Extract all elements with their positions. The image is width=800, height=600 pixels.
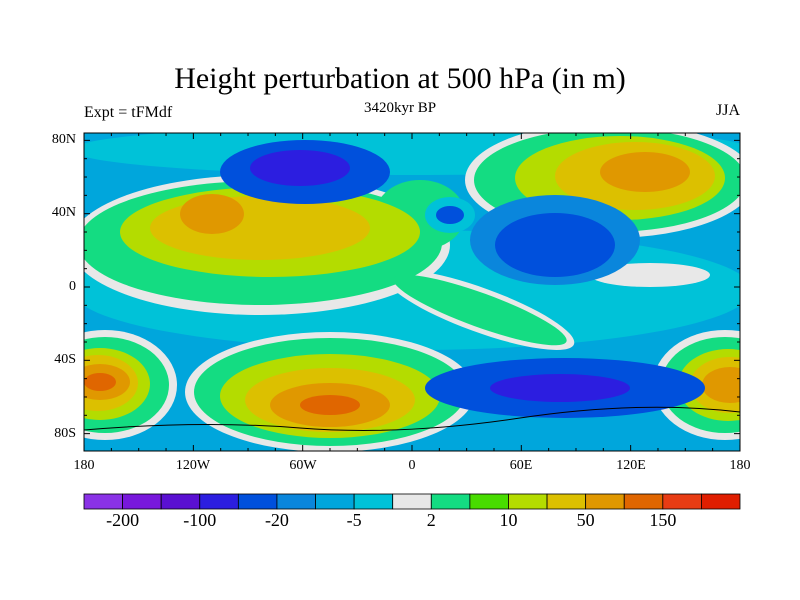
colorbar-box [623, 493, 664, 510]
colorbar-label: 50 [576, 510, 595, 530]
colorbar-box [430, 493, 471, 510]
experiment-label: Expt = tFMdf [84, 104, 173, 121]
lat-tick-80s: 80S [54, 426, 76, 441]
lon-tick-120w: 120W [175, 458, 211, 473]
colorbar-box [508, 493, 548, 510]
colorbar [83, 493, 741, 510]
colorbar-box [701, 493, 741, 510]
colorbar-box [83, 493, 123, 510]
colorbar-box [585, 493, 625, 510]
contour-field [84, 133, 740, 451]
colorbar-box [392, 493, 432, 510]
colorbar-label: -100 [183, 510, 217, 530]
lon-tick-180w: 180 [73, 458, 95, 473]
colorbar-box [160, 493, 201, 510]
colorbar-label: 10 [499, 510, 518, 530]
axis-ticks [83, 133, 741, 451]
time-label: 3420kyr BP [363, 100, 437, 116]
colorbar-box [469, 493, 509, 510]
lat-tick-80n: 80N [51, 132, 76, 147]
colorbar-box [237, 493, 278, 510]
lat-tick-40n: 40N [51, 205, 76, 220]
colorbar-box [199, 493, 239, 510]
colorbar-box [546, 493, 587, 510]
colorbar-box [662, 493, 702, 510]
colorbar-label: 2 [426, 510, 436, 530]
colorbar-label: -5 [346, 510, 362, 530]
lat-tick-40s: 40S [54, 352, 76, 367]
lon-tick-60e: 60E [509, 458, 533, 473]
colorbar-box [276, 493, 316, 510]
lon-tick-120e: 120E [616, 458, 646, 473]
season-label: JJA [715, 102, 740, 119]
colorbar-label: -20 [264, 510, 289, 530]
plot-title: Height perturbation at 500 hPa (in m) [174, 62, 626, 95]
lon-tick-60w: 60W [289, 458, 317, 473]
colorbar-label: 150 [649, 510, 677, 530]
colorbar-label: -200 [106, 510, 140, 530]
lat-tick-0: 0 [69, 279, 76, 294]
colorbar-box [315, 493, 355, 510]
colorbar-box [122, 493, 162, 510]
lon-tick-0: 0 [408, 458, 416, 473]
colorbar-box [353, 493, 394, 510]
lon-tick-180e: 180 [729, 458, 751, 473]
